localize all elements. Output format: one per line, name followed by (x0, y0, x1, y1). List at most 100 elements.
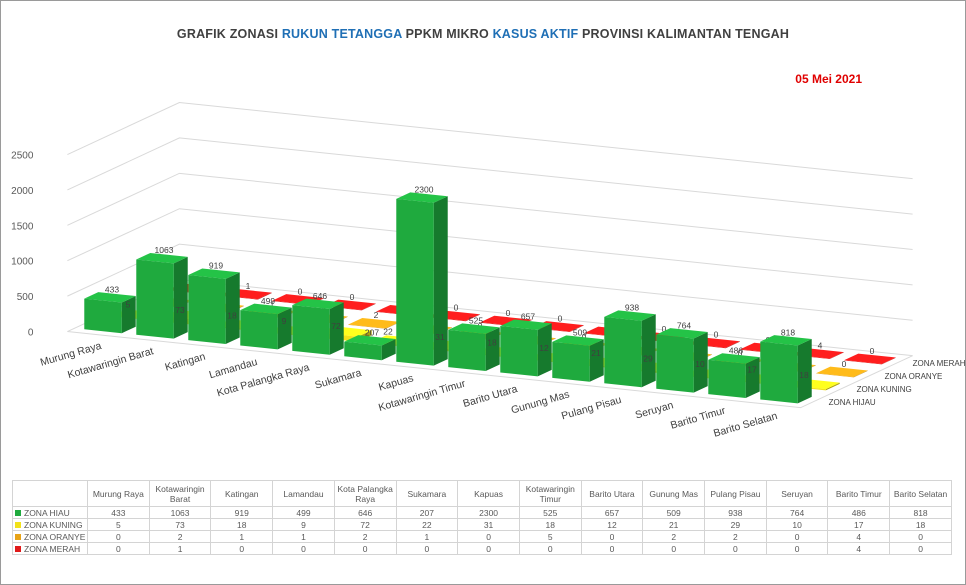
data-label: 0 (454, 303, 459, 313)
bar-face (641, 314, 656, 388)
title-highlight-kasus: KASUS AKTIF (492, 27, 579, 41)
data-label: 207 (365, 327, 379, 337)
bar-face (448, 329, 486, 371)
bar-face (277, 307, 292, 350)
table-cell: 0 (333, 542, 397, 555)
legend-key-swatch (15, 522, 21, 529)
table-header-cell: Seruyan (765, 480, 829, 507)
table-cell: 0 (87, 542, 150, 555)
table-cell: 4 (827, 542, 891, 555)
bar-zona-hijau (604, 310, 656, 388)
table-cell: 2 (704, 530, 767, 543)
table-cell: 4 (827, 530, 891, 543)
bar-face (656, 328, 708, 339)
data-label: 0 (870, 346, 875, 356)
bar-zona-hijau (708, 353, 760, 398)
bar-face (656, 334, 694, 393)
bar-face (569, 325, 584, 332)
table-cell: 818 (889, 506, 952, 519)
bar-face (84, 298, 122, 334)
table-cell: 1 (272, 530, 335, 543)
data-label: 818 (781, 327, 795, 337)
bar-face (396, 192, 448, 203)
legend-key-swatch (15, 510, 21, 517)
data-label: 499 (261, 296, 275, 306)
table-header-cell: Pulang Pisau (704, 480, 767, 507)
table-cell: 938 (704, 506, 767, 519)
table-header-cell: Katingan (210, 480, 274, 507)
table-cell: 1063 (148, 506, 212, 519)
bar-face (604, 316, 642, 388)
title-part: PROVINSI KALIMANTAN TENGAH (578, 27, 790, 41)
table-header-cell: Gunung Mas (642, 480, 706, 507)
data-label: 1 (270, 299, 275, 309)
bar-face (693, 332, 708, 393)
bar-zona-hijau (188, 268, 240, 344)
bar-face (240, 310, 278, 350)
table-cell: 73 (148, 518, 212, 531)
bar-face (844, 360, 882, 365)
data-label: 22 (383, 327, 393, 337)
bar-face (348, 317, 400, 329)
data-label: 0 (714, 330, 719, 340)
table-row: ZONA KUNING 5 73 18 9 72 22 31 18 12 21 29 10 17 18 (12, 518, 952, 531)
table-cell: 0 (765, 542, 829, 555)
data-label: 1063 (155, 245, 174, 255)
chart-3d-bars: 0500100015002000250001000000000040021121… (11, 102, 966, 440)
table-header-cell: Kotawaringin Timur (518, 480, 582, 507)
gridline (67, 208, 913, 286)
legend-key-swatch (15, 546, 21, 553)
table-cell: 499 (272, 506, 335, 519)
table-cell: 433 (87, 506, 150, 519)
y-tick-label: 500 (17, 292, 34, 303)
table-cell: 0 (272, 542, 335, 555)
table-cell: 0 (395, 542, 459, 555)
table-cell: 646 (333, 506, 397, 519)
table-cell: 0 (580, 542, 644, 555)
table-header-cell: Sukamara (395, 480, 459, 507)
table-header-cell: Kapuas (457, 480, 520, 507)
table-body: ZONA HIAU 433 1063 919 499 646 207 2300 525 657 50… (12, 506, 952, 555)
bar-face (552, 341, 590, 382)
table-cell: 1 (148, 542, 212, 555)
table-cell: 2 (642, 530, 706, 543)
gridline (67, 243, 913, 321)
bar-face (500, 325, 538, 377)
data-label: 4 (818, 340, 823, 350)
legend-key-swatch (15, 534, 21, 541)
data-table: Murung Raya Kotawaringin Barat Katingan Lam… (12, 480, 952, 555)
table-cell: 525 (518, 506, 582, 519)
table-cell: 5 (87, 518, 150, 531)
bar-zona-hijau (656, 328, 708, 393)
table-cell: 1 (210, 530, 274, 543)
table-row-label: ZONA MERAH (12, 542, 88, 555)
data-label: 938 (625, 303, 639, 313)
table-cell: 1 (395, 530, 459, 543)
bar-face (292, 305, 330, 355)
data-label: 21 (591, 348, 601, 358)
gridline (67, 102, 913, 180)
x-category-label: Sukamara (314, 367, 363, 392)
y-tick-label: 1000 (11, 257, 34, 268)
table-header-cell: Lamandau (272, 480, 335, 507)
data-label: 73 (175, 305, 185, 315)
bar-face (344, 341, 382, 361)
data-label: 18 (227, 310, 237, 320)
bar-face (725, 341, 740, 349)
bar-zona-hijau (448, 323, 500, 371)
table-cell: 0 (210, 542, 274, 555)
table-cell: 31 (457, 518, 520, 531)
table-cell: 5 (518, 530, 582, 543)
bar-zona-hijau (500, 319, 552, 377)
title-part: GRAFIK ZONASI (176, 27, 282, 41)
y-tick-label: 1500 (11, 221, 34, 232)
data-label: 433 (105, 284, 119, 294)
data-label: 5 (126, 300, 131, 310)
series-depth-label: ZONA MERAH (913, 359, 966, 368)
bar-face (136, 259, 174, 339)
data-label: 919 (209, 261, 223, 271)
series-depth-label: ZONA HIJAU (829, 398, 876, 407)
bar-face (825, 382, 840, 391)
bar-zona-merah (844, 353, 896, 365)
series-depth-label: ZONA ORANYE (885, 372, 943, 381)
